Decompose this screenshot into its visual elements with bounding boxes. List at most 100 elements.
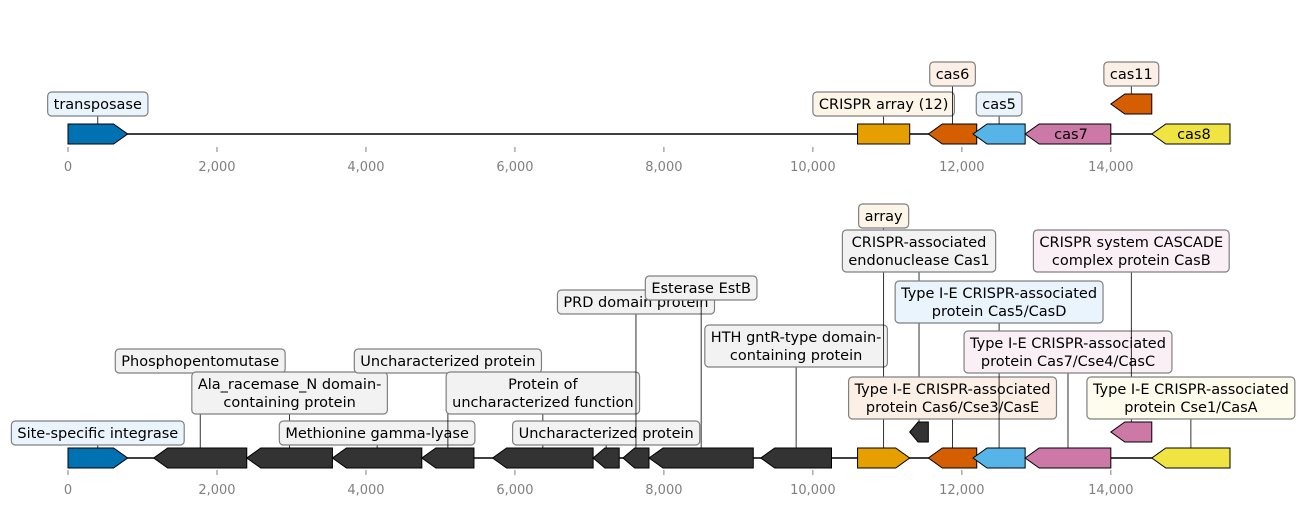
gene-arrow[interactable] [857, 447, 911, 469]
gene-label: transposase [54, 97, 142, 113]
gene-feature[interactable]: Uncharacterized protein [511, 420, 701, 469]
gene-label: cas7 [1054, 127, 1088, 143]
gene-arrow[interactable] [972, 123, 1026, 145]
label-box [975, 91, 1023, 117]
gene-label: Methionine gamma-lyase [285, 426, 469, 442]
gene-label: Type I-E CRISPR-associated protein Cas5/C… [900, 286, 1097, 320]
axis-tick-label: 8,000 [645, 160, 682, 175]
gene-arrow[interactable] [1150, 447, 1231, 469]
gene-label: Uncharacterized protein [519, 426, 694, 442]
gene-arrow[interactable] [909, 421, 929, 443]
gene-arrow[interactable] [67, 123, 129, 145]
gene-feature[interactable]: CRISPR system CASCADE complex protein Cas… [1032, 229, 1230, 443]
gene-label: Phosphopentomutase [121, 354, 279, 370]
axis-tick-label: 4,000 [347, 160, 384, 175]
label-box [445, 371, 641, 415]
gene-feature[interactable]: Site-specific integrase [10, 420, 185, 469]
gene-arrow[interactable] [972, 447, 1026, 469]
axis-tick-label: 8,000 [645, 483, 682, 498]
gene-label: cas11 [1110, 67, 1153, 83]
gene-feature[interactable]: Protein of uncharacterized function [445, 371, 641, 469]
gene-feature[interactable]: cas6 [927, 61, 978, 145]
label-box [963, 330, 1173, 374]
gene-arrow[interactable] [622, 447, 650, 469]
gene-arrow[interactable] [759, 447, 832, 469]
gene-arrow[interactable] [648, 447, 754, 469]
gene-feature[interactable]: Type I-E CRISPR-associated protein Cas6/C… [847, 376, 1058, 469]
gene-arrow[interactable] [592, 447, 620, 469]
gene-arrow[interactable] [857, 123, 911, 145]
gene-arrow[interactable] [927, 447, 978, 469]
label-box [841, 229, 997, 273]
gene-label: CRISPR-associated endonuclease Cas1 [848, 235, 989, 269]
gene-label: Site-specific integrase [17, 426, 178, 442]
gene-label: Esterase EstB [651, 281, 751, 297]
gene-arrow[interactable] [1109, 93, 1153, 115]
label-box [644, 275, 758, 301]
axis-tick-label: 0 [64, 160, 72, 175]
gene-feature[interactable]: cas11 [1103, 61, 1160, 115]
gene-arrow[interactable] [491, 447, 594, 469]
gene-arrow[interactable] [67, 447, 129, 469]
axis-tick-label: 2,000 [198, 483, 235, 498]
gene-feature[interactable]: Phosphopentomutase [114, 348, 286, 469]
gene-arrow[interactable] [152, 447, 248, 469]
axis-tick-label: 10,000 [790, 483, 836, 498]
gene-feature[interactable]: CRISPR array (12) [812, 91, 955, 145]
label-box [929, 61, 976, 87]
gene-feature[interactable]: transposase [47, 91, 149, 145]
gene-feature[interactable]: Type I-E CRISPR-associated protein Cse1/C… [1086, 376, 1296, 469]
label-box [511, 420, 701, 446]
gene-label: array [865, 209, 903, 225]
axis-tick-label: 12,000 [939, 160, 985, 175]
gene-label: Uncharacterized protein [360, 354, 535, 370]
label-box [278, 420, 476, 446]
gene-arrow[interactable] [245, 447, 333, 469]
gene-feature[interactable]: cas5 [972, 91, 1026, 145]
axis-tick-label: 6,000 [496, 160, 533, 175]
gene-arrow[interactable] [1024, 123, 1112, 145]
gene-label: cas6 [936, 67, 970, 83]
label-box [858, 203, 910, 229]
gene-arrow[interactable] [1109, 421, 1153, 443]
axis-tick-label: 14,000 [1088, 483, 1134, 498]
gene-feature[interactable]: Esterase EstB [644, 275, 758, 469]
axis-tick-label: 4,000 [347, 483, 384, 498]
gene-feature[interactable]: Uncharacterized protein [353, 348, 543, 469]
gene-feature[interactable]: Ala_racemase_N domain-containing protein [191, 371, 388, 469]
gene-arrow[interactable] [927, 123, 978, 145]
gene-arrow[interactable] [331, 447, 423, 469]
label-box [1086, 376, 1296, 420]
gene-feature[interactable]: cas7 [1024, 123, 1112, 145]
gene-label: HTH gntR-type domain-containing protein [711, 330, 882, 364]
gene-label: Type I-E CRISPR-associated protein Cas7/C… [969, 336, 1166, 370]
gene-label: Type I-E CRISPR-associated protein Cas6/C… [854, 382, 1051, 416]
axis-tick-label: 10,000 [790, 160, 836, 175]
gene-label: Type I-E CRISPR-associated protein Cse1/C… [1092, 382, 1289, 416]
label-box [847, 376, 1058, 420]
axis-tick-label: 0 [64, 483, 72, 498]
axis-tick-label: 12,000 [939, 483, 985, 498]
gene-arrow[interactable] [1024, 447, 1112, 469]
gene-feature[interactable]: Methionine gamma-lyase [278, 420, 476, 469]
gene-arrow[interactable] [1150, 123, 1231, 145]
label-box [47, 91, 149, 117]
axis-tick-label: 14,000 [1088, 160, 1134, 175]
axis-tick-label: 2,000 [198, 160, 235, 175]
gene-feature[interactable]: cas8 [1150, 123, 1231, 145]
label-box [704, 324, 889, 368]
label-box [1103, 61, 1160, 87]
gene-feature[interactable]: CRISPR-associated endonuclease Cas1 [841, 229, 997, 443]
label-box [1032, 229, 1230, 273]
gene-label: cas8 [1177, 127, 1211, 143]
gene-feature[interactable]: Type I-E CRISPR-associated protein Cas5/C… [894, 280, 1104, 469]
gene-feature[interactable]: HTH gntR-type domain-containing protein [704, 324, 889, 469]
gene-arrow[interactable] [420, 447, 475, 469]
track-bottom: 0 2,000 4,000 6,000 8,000 10,000 12,000 14,000 S… [10, 203, 1296, 498]
gene-feature[interactable]: Type I-E CRISPR-associated protein Cas7/C… [963, 330, 1173, 469]
track-top: 0 2,000 4,000 6,000 8,000 10,000 12,000 14,000 t… [47, 61, 1231, 175]
gene-feature[interactable]: array [857, 203, 911, 469]
label-box [812, 91, 955, 117]
